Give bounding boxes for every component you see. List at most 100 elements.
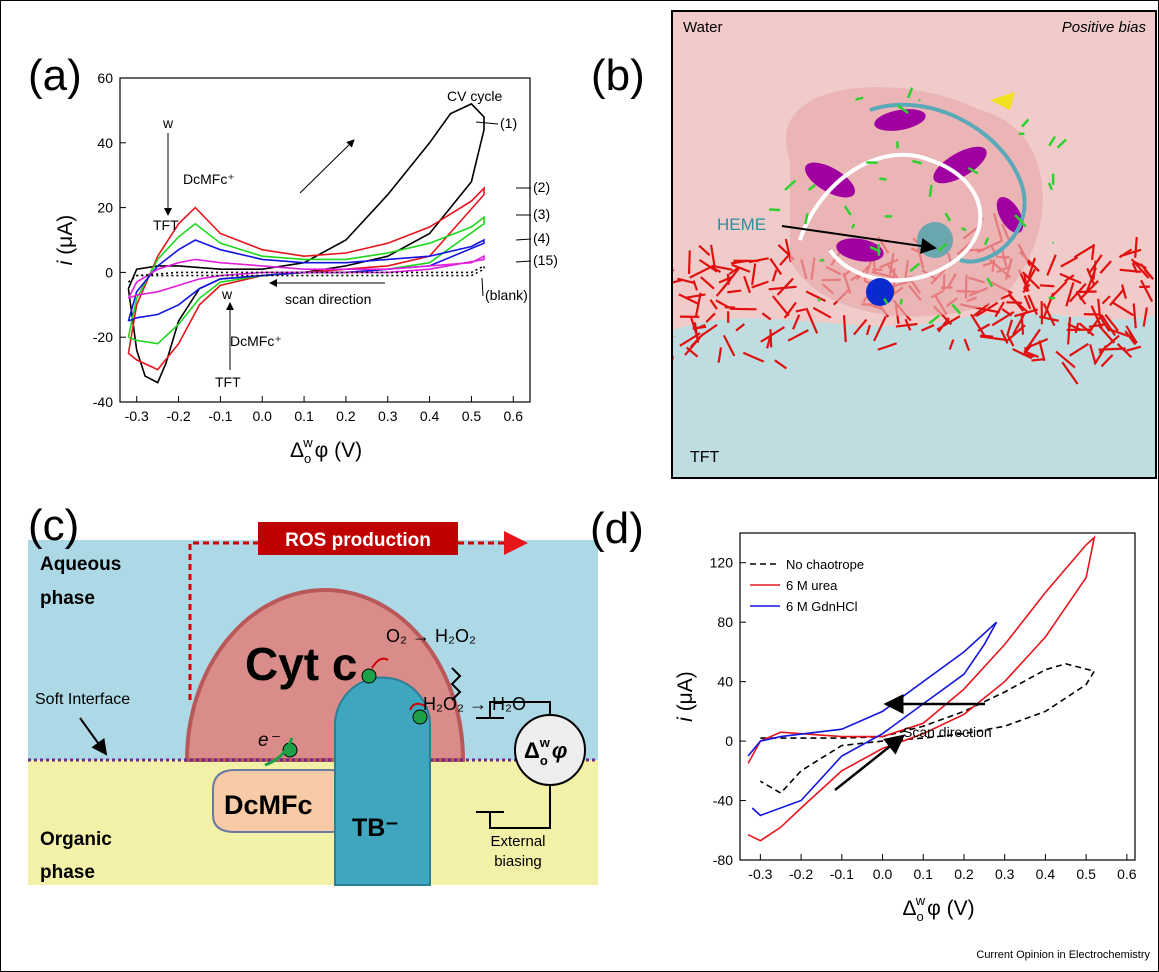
molecule-bond bbox=[751, 280, 769, 289]
bias-label: External bbox=[490, 833, 545, 850]
x-tick-label: 0.2 bbox=[954, 866, 974, 882]
molecule-bond bbox=[1130, 258, 1150, 279]
data-line bbox=[127, 186, 485, 371]
molecule-bond bbox=[1060, 256, 1079, 268]
organic-label: Organic bbox=[40, 829, 112, 850]
molecule-bond bbox=[873, 315, 887, 342]
water-label: Water bbox=[683, 19, 722, 36]
series-label: (3) bbox=[533, 206, 550, 222]
data-line bbox=[127, 254, 485, 300]
molecule-bond bbox=[1119, 268, 1142, 273]
molecule-bond bbox=[1014, 308, 1038, 318]
side-chain bbox=[851, 223, 856, 229]
molecule-bond bbox=[1059, 272, 1082, 285]
molecule-bond bbox=[979, 335, 1007, 341]
panel-label: (d) bbox=[590, 504, 644, 553]
x-tick-label: 0.5 bbox=[1076, 866, 1096, 882]
molecule-bond bbox=[1093, 344, 1108, 365]
side-chain bbox=[843, 205, 852, 216]
annotation: DcMFc⁺ bbox=[183, 171, 235, 187]
y-tick-label: 40 bbox=[717, 674, 733, 690]
molecule-bond bbox=[698, 258, 718, 273]
y-axis-label-part: i bbox=[674, 716, 697, 722]
molecule-bond bbox=[1112, 301, 1134, 317]
side-chain bbox=[917, 98, 921, 102]
molecule-bond bbox=[1073, 244, 1095, 259]
helix bbox=[836, 238, 884, 262]
molecule-bond bbox=[1089, 344, 1097, 365]
heme-label: HEME bbox=[717, 215, 766, 234]
panel-b-image bbox=[673, 12, 1155, 477]
molecule-bond bbox=[1104, 314, 1119, 332]
credit: Current Opinion in Electrochemistry bbox=[976, 949, 1150, 961]
molecule-bond bbox=[1005, 333, 1015, 347]
molecule-bond bbox=[1006, 301, 1022, 304]
molecule-bond bbox=[717, 347, 723, 363]
annotation: TFT bbox=[153, 217, 179, 233]
molecule-bond bbox=[1078, 322, 1095, 337]
molecule-bond bbox=[1109, 288, 1125, 307]
series-label: (2) bbox=[533, 179, 550, 195]
molecule-bond bbox=[1065, 282, 1075, 307]
molecule-bond bbox=[1008, 292, 1025, 312]
molecule-bond bbox=[805, 290, 826, 303]
protein-label: Cyt c bbox=[245, 638, 357, 690]
molecule-bond bbox=[1100, 314, 1116, 337]
plot-frame bbox=[119, 77, 531, 403]
donor-label: DcMFc bbox=[224, 790, 313, 820]
organic-label: phase bbox=[40, 862, 95, 883]
molecule-bond bbox=[735, 323, 746, 332]
x-tick-label: 0.6 bbox=[504, 408, 524, 424]
side-chain bbox=[855, 96, 864, 101]
x-tick-label: -0.3 bbox=[125, 408, 149, 424]
helix bbox=[805, 162, 855, 198]
molecule-bond bbox=[1023, 328, 1041, 353]
x-tick-label: 0.0 bbox=[253, 408, 273, 424]
x-axis-label: Δowφ (V) bbox=[290, 435, 362, 466]
molecule-bond bbox=[1021, 271, 1041, 290]
molecule-bond bbox=[1090, 244, 1095, 261]
annotation: DcMFc⁺ bbox=[230, 333, 282, 349]
interface-label: Soft Interface bbox=[35, 691, 130, 708]
molecule-bond bbox=[994, 301, 1005, 318]
side-chain bbox=[928, 314, 941, 325]
molecule-bond bbox=[921, 324, 935, 332]
molecule-bond bbox=[705, 312, 716, 323]
x-tick-label: -0.1 bbox=[208, 408, 232, 424]
molecule-bond bbox=[1055, 350, 1076, 369]
molecule-bond bbox=[1005, 324, 1026, 343]
molecule-bond bbox=[783, 301, 797, 319]
series-leader bbox=[475, 121, 499, 125]
molecule-bond bbox=[679, 332, 701, 347]
molecule-bond bbox=[853, 318, 868, 336]
molecule-bond bbox=[726, 273, 730, 285]
molecule-bond bbox=[692, 325, 707, 330]
molecule-bond bbox=[1128, 331, 1137, 344]
side-chain bbox=[896, 104, 910, 115]
heme-group bbox=[917, 222, 953, 258]
molecule-bond bbox=[1027, 294, 1038, 316]
molecule-bond bbox=[1140, 279, 1154, 302]
molecule-bond bbox=[970, 313, 986, 337]
molecule-bond bbox=[1006, 319, 1014, 335]
protein bbox=[769, 87, 1067, 325]
side-chain bbox=[937, 242, 948, 252]
reaction-arrow bbox=[450, 667, 462, 701]
molecule-bond bbox=[1039, 284, 1055, 288]
side-chain bbox=[1014, 214, 1027, 228]
electron-carrier bbox=[361, 668, 377, 684]
side-chain bbox=[906, 87, 914, 99]
molecule-bond bbox=[1088, 323, 1105, 328]
annotation: Scan direction bbox=[903, 724, 992, 740]
molecule-bond bbox=[1061, 361, 1079, 385]
annotation: w bbox=[162, 115, 174, 131]
bias-symbol: Δowφ bbox=[524, 735, 567, 768]
electron-carrier bbox=[412, 709, 428, 725]
x-axis-label-part: o bbox=[304, 451, 311, 466]
molecule-bond bbox=[698, 244, 711, 256]
molecule-bond bbox=[805, 307, 819, 334]
molecule-bond bbox=[1038, 340, 1046, 362]
legend-label: No chaotrope bbox=[786, 557, 864, 572]
panel-b-border bbox=[671, 10, 1157, 479]
y-tick-label: 0 bbox=[725, 733, 733, 749]
